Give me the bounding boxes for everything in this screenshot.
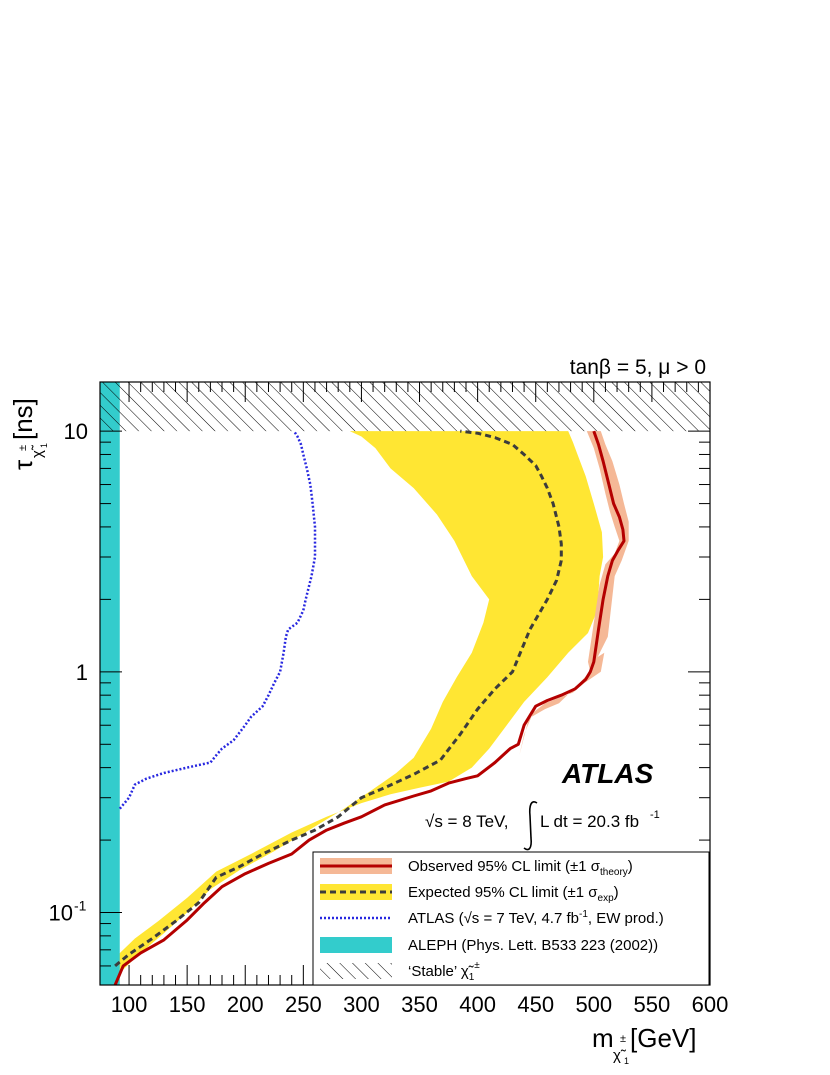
x-tick-label: 300 [343,992,380,1017]
x-axis-title-unit: [GeV] [630,1023,696,1053]
legend-label: Observed 95% CL limit (±1 σtheory) [408,858,633,878]
x-axis-title-sub-index: 1 [624,1056,629,1066]
legend-entry-expected: Expected 95% CL limit (±1 σexp) [320,884,619,904]
x-tick-label: 450 [517,992,554,1017]
aleph-excluded-region [100,382,120,985]
y-tick-label-base: 10 [49,901,73,926]
y-axis-title-main: τ [8,459,38,470]
legend-box [312,851,710,986]
integral-sign [523,801,538,851]
legend-label: Expected 95% CL limit (±1 σexp) [408,884,619,904]
energy-lumi-annotation: √s = 8 TeV, L dt = 20.3 fb -1 [425,801,660,851]
legend: Observed 95% CL limit (±1 σtheory) Expect… [312,851,710,986]
x-tick-label: 100 [111,992,148,1017]
legend-label: ATLAS (√s = 7 TeV, 4.7 fb-1, EW prod.) [408,909,664,927]
top-annotation: tanβ = 5, μ > 0 [570,356,706,379]
y-axis-title-sup: ± [17,445,29,451]
energy-label: √s = 8 TeV, [425,812,509,831]
y-axis-title: τ χ̃ 1 ± [ns] [8,398,49,470]
legend-entry-atlas7: ATLAS (√s = 7 TeV, 4.7 fb-1, EW prod.) [320,909,664,927]
y-tick-label: 1 [76,660,88,685]
x-tick-label: 200 [227,992,264,1017]
x-tick-label: 350 [401,992,438,1017]
legend-entry-aleph: ALEPH (Phys. Lett. B533 223 (2002)) [320,937,658,954]
x-axis-title-main: m [592,1023,614,1053]
lumi-label: L dt = 20.3 fb [540,812,639,831]
y-tick-label-base: 1 [76,660,88,685]
y-tick-label-exp: -1 [74,898,87,914]
x-tick-label: 600 [692,992,729,1017]
observed-band-lower [519,652,605,756]
x-tick-label: 400 [459,992,496,1017]
y-tick-label-base: 10 [64,419,88,444]
plot-area [100,382,710,985]
legend-entry-observed: Observed 95% CL limit (±1 σtheory) [320,858,633,878]
axis-ticks [100,382,711,986]
x-tick-label: 500 [575,992,612,1017]
atlas-7tev-limit-line [118,430,317,810]
experiment-label: ATLAS [561,758,654,789]
x-tick-label: 150 [169,992,206,1017]
x-axis-title-sup: ± [620,1033,626,1045]
y-axis-title-unit: [ns] [8,398,38,440]
y-axis-title-sub-index: 1 [39,443,49,448]
x-axis-title: m χ̃ 1 ± [GeV] [592,1023,696,1066]
observed-limit-line [113,430,626,985]
legend-label: ALEPH (Phys. Lett. B533 223 (2002)) [408,937,658,954]
x-tick-label: 250 [285,992,322,1017]
legend-swatch [320,963,392,979]
legend-swatch [320,937,392,953]
expected-band [115,431,604,979]
y-tick-label: 10 [64,419,88,444]
observed-band-upper [586,431,629,672]
x-tick-label: 550 [634,992,671,1017]
stable-chargino-region [100,382,710,432]
y-tick-label: 10 -1 [49,898,87,926]
lumi-superscript: -1 [650,809,660,821]
